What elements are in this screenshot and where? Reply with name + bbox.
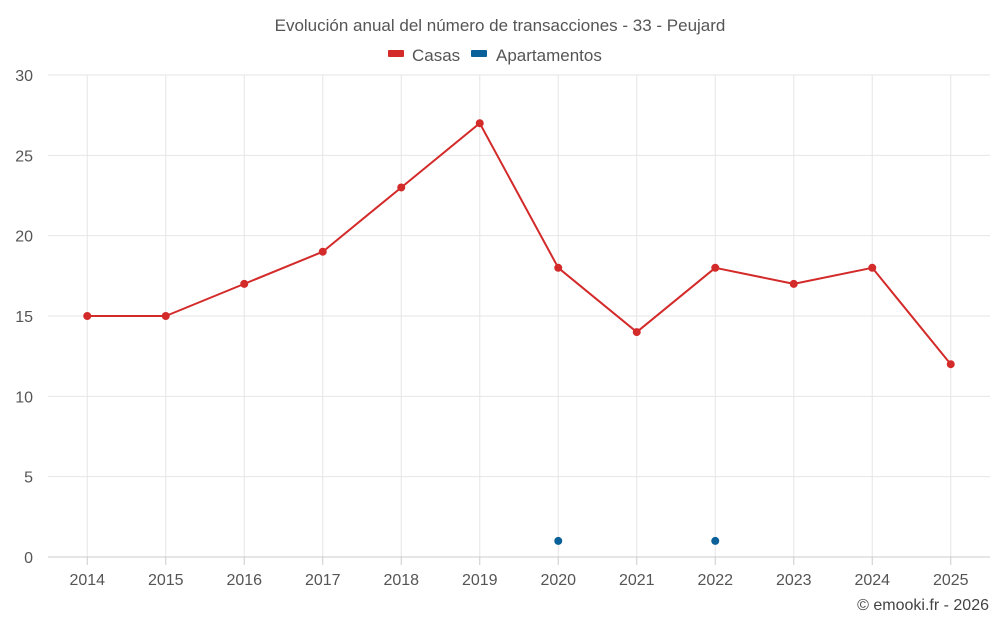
data-point-casas-2018[interactable] <box>397 183 406 192</box>
x-tick-label: 2024 <box>854 572 890 589</box>
y-tick-label: 5 <box>24 470 33 487</box>
data-point-casas-2023[interactable] <box>789 279 798 288</box>
legend: Casas Apartamentos <box>388 46 602 65</box>
x-tick-label: 2016 <box>226 572 262 589</box>
x-tick-label: 2023 <box>776 572 812 589</box>
data-point-casas-2017[interactable] <box>318 247 327 256</box>
series-apartamentos <box>554 536 720 545</box>
legend-label-apartamentos: Apartamentos <box>496 46 602 65</box>
series-casas <box>83 119 955 369</box>
legend-item-apartamentos[interactable]: Apartamentos <box>471 46 602 65</box>
data-point-apartamentos-2020[interactable] <box>554 536 563 545</box>
credit-text: © emooki.fr - 2026 <box>857 597 989 614</box>
data-point-casas-2021[interactable] <box>632 328 641 337</box>
x-tick-label: 2019 <box>462 572 498 589</box>
data-point-casas-2025[interactable] <box>946 360 955 369</box>
chart-title: Evolución anual del número de transaccio… <box>275 16 726 35</box>
data-point-casas-2019[interactable] <box>475 119 484 128</box>
x-tick-label: 2021 <box>619 572 655 589</box>
y-tick-label: 15 <box>15 309 33 326</box>
series <box>83 119 955 545</box>
y-tick-label: 20 <box>15 229 33 246</box>
data-point-casas-2014[interactable] <box>83 312 92 320</box>
y-tick-label: 25 <box>15 148 33 165</box>
data-point-casas-2020[interactable] <box>554 263 563 272</box>
data-point-casas-2024[interactable] <box>868 263 877 272</box>
x-tick-label: 2015 <box>148 572 184 589</box>
y-tick-label: 0 <box>24 550 33 567</box>
x-tick-label: 2014 <box>69 572 105 589</box>
x-tick-label: 2017 <box>305 572 341 589</box>
legend-label-casas: Casas <box>412 46 460 65</box>
x-tick-label: 2022 <box>697 572 733 589</box>
y-tick-label: 10 <box>15 389 33 406</box>
x-tick-label: 2020 <box>540 572 576 589</box>
legend-swatch-apartamentos <box>471 50 487 57</box>
x-tick-label: 2025 <box>933 572 969 589</box>
x-tick-label: 2018 <box>383 572 419 589</box>
data-point-casas-2022[interactable] <box>711 263 720 272</box>
legend-swatch-casas <box>388 50 404 57</box>
legend-item-casas[interactable]: Casas <box>388 46 460 65</box>
gridlines <box>48 74 990 557</box>
data-point-casas-2015[interactable] <box>161 312 170 320</box>
data-point-casas-2016[interactable] <box>240 279 249 288</box>
series-line-casas <box>87 122 952 365</box>
y-tick-label: 30 <box>15 68 33 85</box>
data-point-apartamentos-2022[interactable] <box>711 536 720 545</box>
